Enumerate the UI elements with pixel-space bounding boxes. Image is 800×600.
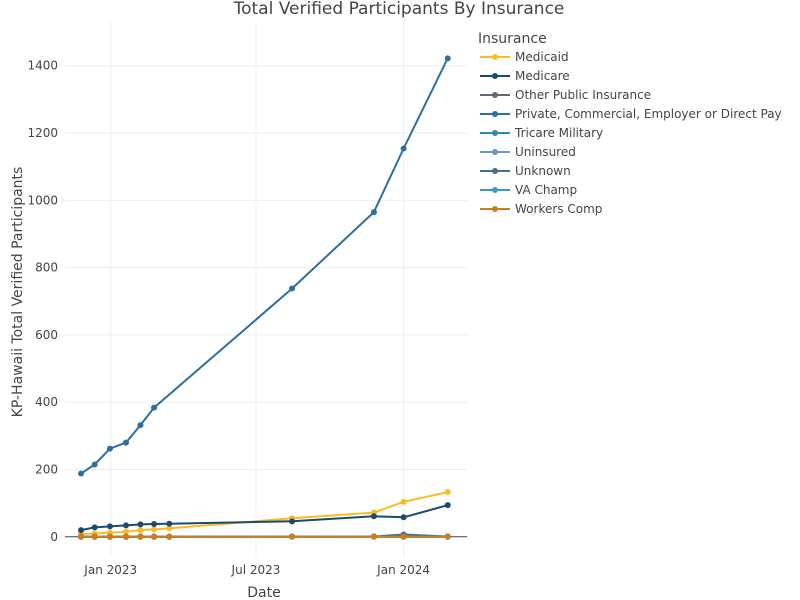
data-point[interactable]: [91, 524, 98, 531]
legend-swatch-marker: [492, 111, 498, 117]
x-tick-label: Jan 2024: [376, 563, 430, 577]
legend-label: Uninsured: [515, 145, 576, 159]
legend-item[interactable]: Private, Commercial, Employer or Direct …: [480, 107, 782, 121]
x-axis-title: Date: [247, 585, 280, 600]
data-point[interactable]: [444, 55, 451, 62]
data-point[interactable]: [444, 489, 451, 496]
data-point[interactable]: [166, 520, 173, 527]
chart-title: Total Verified Participants By Insurance: [233, 0, 565, 19]
data-point[interactable]: [151, 404, 158, 411]
legend-label: Private, Commercial, Employer or Direct …: [515, 107, 782, 121]
data-point[interactable]: [137, 527, 144, 534]
legend-swatch-marker: [492, 130, 498, 136]
legend-swatch-marker: [492, 206, 498, 212]
ticks: 0 200 400 600 800 1000 1200 1400 Jan 2023 Jul 202…: [27, 59, 430, 577]
data-point[interactable]: [370, 513, 377, 520]
legend-swatch-marker: [492, 168, 498, 174]
legend-item[interactable]: Tricare Military: [480, 126, 603, 140]
legend-label: Workers Comp: [515, 202, 602, 216]
data-point[interactable]: [166, 533, 173, 540]
legend-swatch-marker: [492, 92, 498, 98]
data-point[interactable]: [106, 533, 113, 540]
legend-swatch-marker: [492, 187, 498, 193]
data-point[interactable]: [137, 533, 144, 540]
data-point[interactable]: [289, 285, 296, 292]
data-point[interactable]: [289, 533, 296, 540]
y-tick-label: 0: [50, 530, 58, 544]
legend-title: Insurance: [478, 31, 547, 47]
data-point[interactable]: [400, 533, 407, 540]
legend: Insurance Medicaid Medicare Other Public I…: [478, 31, 782, 216]
data-point[interactable]: [122, 533, 129, 540]
legend-item[interactable]: Medicaid: [480, 50, 569, 64]
y-tick-label: 1000: [27, 193, 58, 207]
data-point[interactable]: [122, 528, 129, 535]
data-point[interactable]: [370, 533, 377, 540]
series-line: [80, 504, 448, 532]
data-point[interactable]: [400, 498, 407, 505]
data-point[interactable]: [370, 209, 377, 216]
series-group: [78, 55, 451, 540]
data-point[interactable]: [151, 533, 158, 540]
data-point[interactable]: [106, 523, 113, 530]
legend-swatch-marker: [492, 54, 498, 60]
data-point[interactable]: [78, 527, 85, 534]
series-line: [80, 57, 449, 475]
data-point[interactable]: [78, 533, 85, 540]
legend-label: Medicaid: [515, 50, 569, 64]
legend-item[interactable]: Uninsured: [480, 145, 576, 159]
data-point[interactable]: [91, 533, 98, 540]
series-line: [80, 491, 448, 536]
legend-item[interactable]: Medicare: [480, 69, 570, 83]
legend-items: Medicaid Medicare Other Public Insurance Pr…: [480, 50, 782, 216]
x-tick-label: Jul 2023: [231, 563, 281, 577]
y-tick-label: 1200: [27, 126, 58, 140]
legend-label: Unknown: [515, 164, 571, 178]
grid: [65, 22, 467, 557]
data-point[interactable]: [122, 439, 129, 446]
y-tick-label: 800: [35, 261, 58, 275]
data-point[interactable]: [151, 526, 158, 533]
legend-label: Medicare: [515, 69, 570, 83]
data-point[interactable]: [289, 518, 296, 525]
data-point[interactable]: [400, 145, 407, 152]
data-point[interactable]: [137, 521, 144, 528]
legend-label: Other Public Insurance: [515, 88, 651, 102]
y-tick-label: 400: [35, 395, 58, 409]
y-tick-label: 600: [35, 328, 58, 342]
legend-item[interactable]: Workers Comp: [480, 202, 602, 216]
data-point[interactable]: [151, 521, 158, 528]
y-axis-title: KP-Hawaii Total Verified Participants: [10, 167, 26, 418]
data-point[interactable]: [106, 445, 113, 452]
series-1: [78, 502, 451, 534]
legend-item[interactable]: Unknown: [480, 164, 571, 178]
legend-item[interactable]: VA Champ: [480, 183, 577, 197]
y-tick-label: 200: [35, 463, 58, 477]
legend-swatch-marker: [492, 73, 498, 79]
series-0: [78, 489, 451, 538]
series-3: [78, 55, 451, 477]
data-point[interactable]: [400, 514, 407, 521]
data-point[interactable]: [444, 502, 451, 509]
legend-label: VA Champ: [515, 183, 577, 197]
data-point[interactable]: [91, 461, 98, 468]
data-point[interactable]: [137, 422, 144, 429]
data-point[interactable]: [78, 470, 85, 477]
y-tick-label: 1400: [27, 59, 58, 73]
legend-label: Tricare Military: [514, 126, 603, 140]
legend-item[interactable]: Other Public Insurance: [480, 88, 651, 102]
x-tick-label: Jan 2023: [83, 563, 137, 577]
legend-swatch-marker: [492, 149, 498, 155]
series-8: [78, 533, 451, 540]
data-point[interactable]: [166, 525, 173, 532]
data-point[interactable]: [444, 533, 451, 540]
data-point[interactable]: [122, 522, 129, 529]
